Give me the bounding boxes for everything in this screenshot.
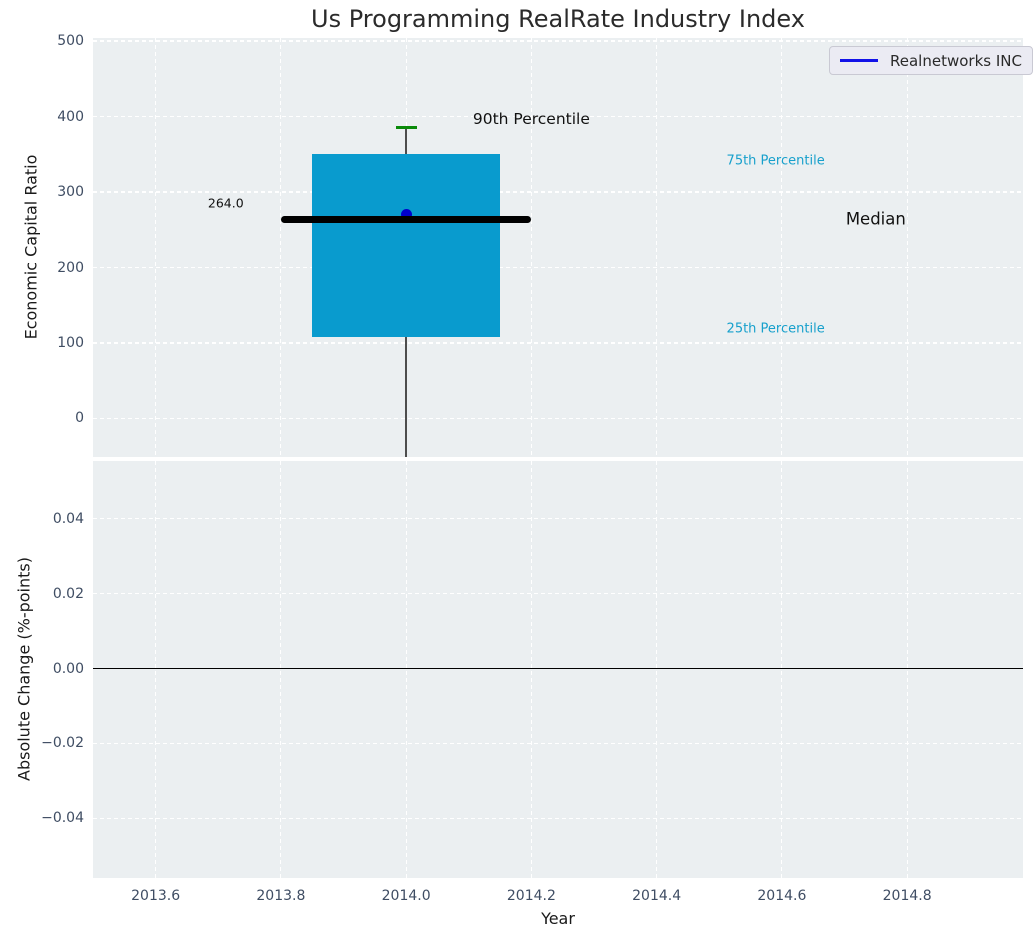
- gridline-h: [93, 518, 1023, 520]
- gridline-v: [280, 38, 282, 457]
- gridline-h: [93, 191, 1023, 193]
- gridline-h: [93, 115, 1023, 118]
- top-y-tick-label: 500: [57, 33, 84, 50]
- gridline-v: [906, 461, 908, 878]
- gridline-h: [93, 342, 1023, 344]
- bottom-y-tick-label: 0.00: [52, 660, 84, 677]
- p90-cap: [395, 126, 417, 130]
- x-tick-label: 2014.0: [381, 888, 431, 904]
- gridline-v: [155, 461, 157, 878]
- bottom-plot-area: [93, 461, 1023, 878]
- annotation-25th-percentile: 25th Percentile: [726, 321, 825, 337]
- gridline-h: [93, 817, 1023, 820]
- legend-label: Realnetworks INC: [890, 51, 1022, 70]
- bottom-y-tick-label: 0.04: [52, 510, 84, 527]
- gridline-h: [93, 742, 1023, 745]
- gridline-v: [530, 461, 532, 878]
- gridline-v: [781, 38, 783, 457]
- top-y-tick-label: 300: [57, 184, 84, 200]
- gridline-v: [656, 38, 658, 457]
- median-bar: [280, 215, 532, 223]
- x-tick-label: 2014.4: [632, 888, 682, 904]
- top-y-tick-label: 100: [57, 335, 84, 351]
- bottom-y-tick-label: −0.02: [41, 735, 84, 752]
- gridline-v: [280, 461, 282, 878]
- annotation-90th-percentile: 90th Percentile: [472, 109, 590, 128]
- x-axis-label: Year: [541, 909, 575, 928]
- gridline-h: [93, 593, 1023, 595]
- x-tick-label: 2014.6: [757, 888, 807, 904]
- x-tick-label: 2014.2: [506, 888, 556, 904]
- x-tick-label: 2013.6: [131, 888, 181, 904]
- bottom-y-tick-label: −0.04: [41, 810, 84, 827]
- iqr-box: [312, 154, 501, 337]
- x-tick-label: 2014.8: [882, 888, 932, 904]
- gridline-v: [530, 38, 532, 457]
- top-y-tick-label: 0: [75, 410, 84, 427]
- legend: Realnetworks INC: [829, 46, 1033, 75]
- top-y-tick-label: 200: [57, 259, 84, 276]
- company-point-marker: [400, 209, 412, 221]
- chart-title: Us Programming RealRate Industry Index: [311, 5, 805, 33]
- zero-line: [93, 667, 1023, 670]
- top-plot-area: [93, 38, 1023, 457]
- annotation-75th-percentile: 75th Percentile: [726, 153, 825, 169]
- top-y-tick-label: 400: [57, 108, 84, 125]
- gridline-v: [155, 38, 157, 457]
- gridline-v: [781, 461, 783, 878]
- annotation-264-0: 264.0: [207, 195, 244, 211]
- gridline-h: [93, 266, 1023, 269]
- gridline-v: [405, 461, 407, 878]
- annotation-median: Median: [845, 209, 906, 229]
- gridline-v: [906, 38, 908, 457]
- legend-line-sample-icon: [840, 59, 878, 62]
- bottom-y-tick-label: 0.02: [52, 585, 84, 602]
- x-tick-label: 2013.8: [256, 888, 306, 904]
- gridline-h: [93, 417, 1023, 420]
- gridline-v: [656, 461, 658, 878]
- gridline-h: [93, 40, 1023, 42]
